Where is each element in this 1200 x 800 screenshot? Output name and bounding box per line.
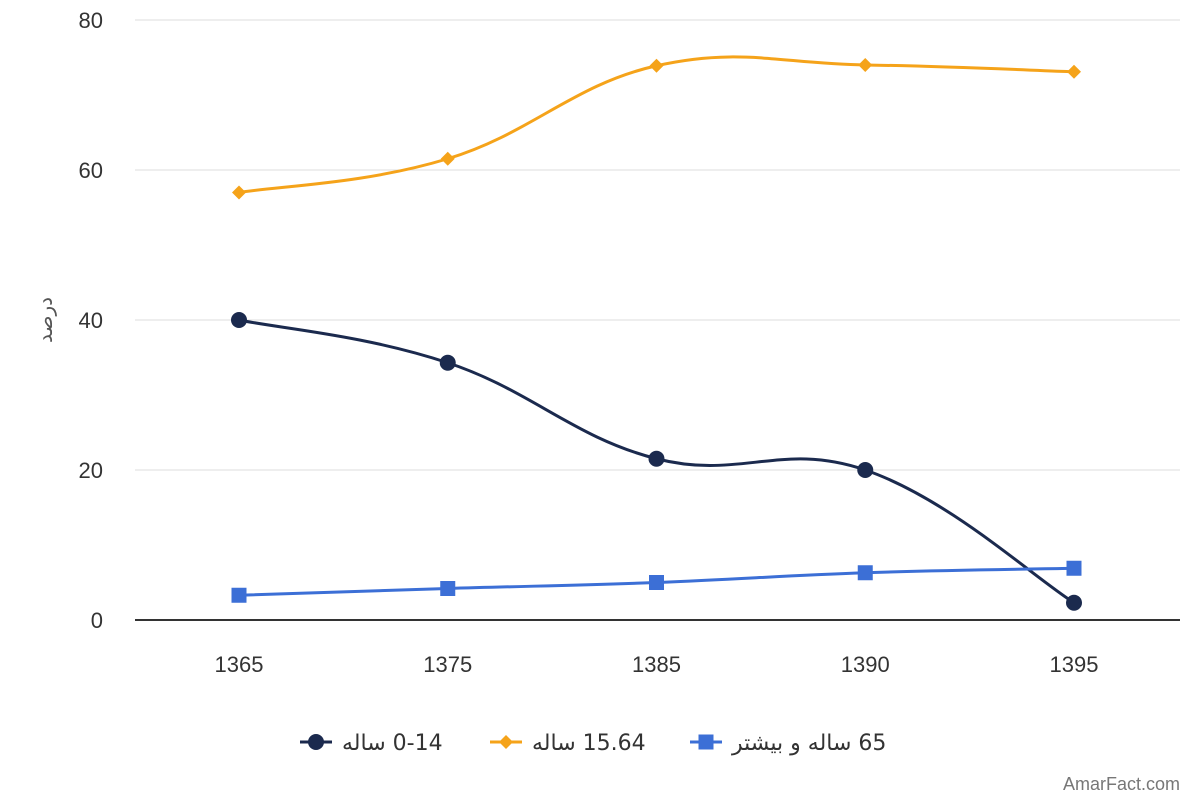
data-point [857, 462, 874, 478]
legend-label: 0-14 ساله [342, 731, 443, 756]
data-point [232, 185, 246, 200]
legend-swatch-marker [308, 734, 324, 750]
legend-swatch-marker [499, 735, 513, 749]
legend-swatch-marker [698, 734, 714, 750]
y-tick-label: 0 [91, 608, 103, 633]
series-lines [231, 55, 1082, 611]
legend-item: 15.64 ساله [490, 731, 646, 756]
legend-label: 65 ساله و بیشتر [731, 731, 886, 756]
data-point [231, 312, 247, 328]
legend-item: 0-14 ساله [300, 731, 443, 756]
series-3 [231, 560, 1082, 603]
series-line [238, 55, 1075, 194]
legend: 0-14 ساله 15.64 ساله 65 ساله و بیشتر [300, 731, 886, 756]
data-point [649, 58, 664, 73]
data-point [858, 58, 873, 72]
y-tick-label: 40 [79, 308, 103, 333]
x-tick-label: 1390 [841, 652, 890, 677]
data-point [1067, 64, 1081, 79]
series-2 [232, 55, 1081, 200]
data-point [649, 575, 664, 590]
watermark-text: AmarFact.com [1063, 774, 1180, 794]
data-point [1066, 594, 1082, 611]
data-point [857, 565, 873, 581]
data-point [648, 450, 665, 467]
x-axis-ticks: 1365 1375 1385 1390 1395 [215, 652, 1099, 677]
data-point [440, 151, 455, 166]
data-point [1066, 560, 1082, 576]
x-tick-label: 1375 [423, 652, 472, 677]
y-axis-label: درصد [33, 297, 57, 343]
series-1 [231, 312, 1082, 611]
y-tick-label: 20 [79, 458, 103, 483]
y-axis-ticks: 0 20 40 60 80 [79, 8, 103, 633]
data-point [231, 587, 247, 603]
grid-lines [135, 19, 1180, 621]
y-tick-label: 80 [79, 8, 103, 33]
data-point [439, 354, 456, 371]
legend-item: 65 ساله و بیشتر [690, 731, 886, 756]
x-tick-label: 1385 [632, 652, 681, 677]
legend-label: 15.64 ساله [532, 731, 646, 756]
y-tick-label: 60 [79, 158, 103, 183]
x-tick-label: 1365 [215, 652, 264, 677]
data-point [440, 581, 456, 596]
x-tick-label: 1395 [1050, 652, 1099, 677]
